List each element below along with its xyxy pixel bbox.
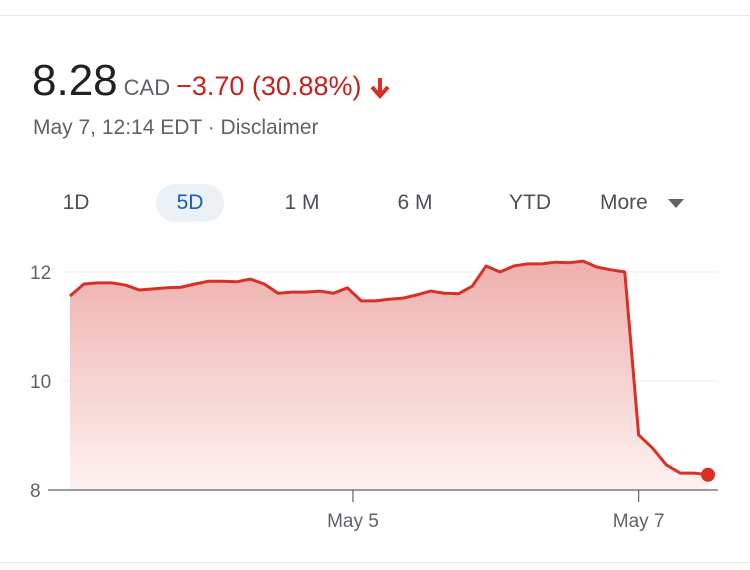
tab-more-label: More <box>600 191 648 214</box>
price-line <box>69 259 709 477</box>
y-tick-label: 10 <box>30 372 51 393</box>
bottom-divider <box>0 562 750 563</box>
timestamp: May 7, 12:14 EDT <box>33 116 202 139</box>
quote-header: 8.28 CAD −3.70 (30.88%) <box>32 56 391 106</box>
tab-ytd[interactable]: YTD <box>509 191 551 214</box>
last-price-dot <box>701 467 715 482</box>
arrow-down-icon <box>369 76 391 105</box>
y-tick-label: 12 <box>30 263 51 284</box>
tab-more[interactable]: More <box>600 184 710 222</box>
tab-1m[interactable]: 1 M <box>284 191 320 214</box>
tab-6m[interactable]: 6 M <box>397 191 433 214</box>
quote-subtitle: May 7, 12:14 EDT · Disclaimer <box>33 116 319 140</box>
price-change: −3.70 (30.88%) <box>176 71 362 101</box>
separator: · <box>201 116 221 139</box>
tab-5d[interactable]: 5D <box>156 184 224 222</box>
tab-1d[interactable]: 1D <box>62 191 90 214</box>
currency: CAD <box>123 75 171 100</box>
y-tick-label: 8 <box>30 481 41 502</box>
area-fill <box>70 261 708 490</box>
disclaimer-link[interactable]: Disclaimer <box>220 116 319 139</box>
x-tick-label: May 7 <box>613 511 665 532</box>
current-price: 8.28 <box>32 56 118 105</box>
caret-down-icon <box>667 198 684 208</box>
x-tick-label: May 5 <box>327 511 379 532</box>
top-divider <box>0 15 750 16</box>
